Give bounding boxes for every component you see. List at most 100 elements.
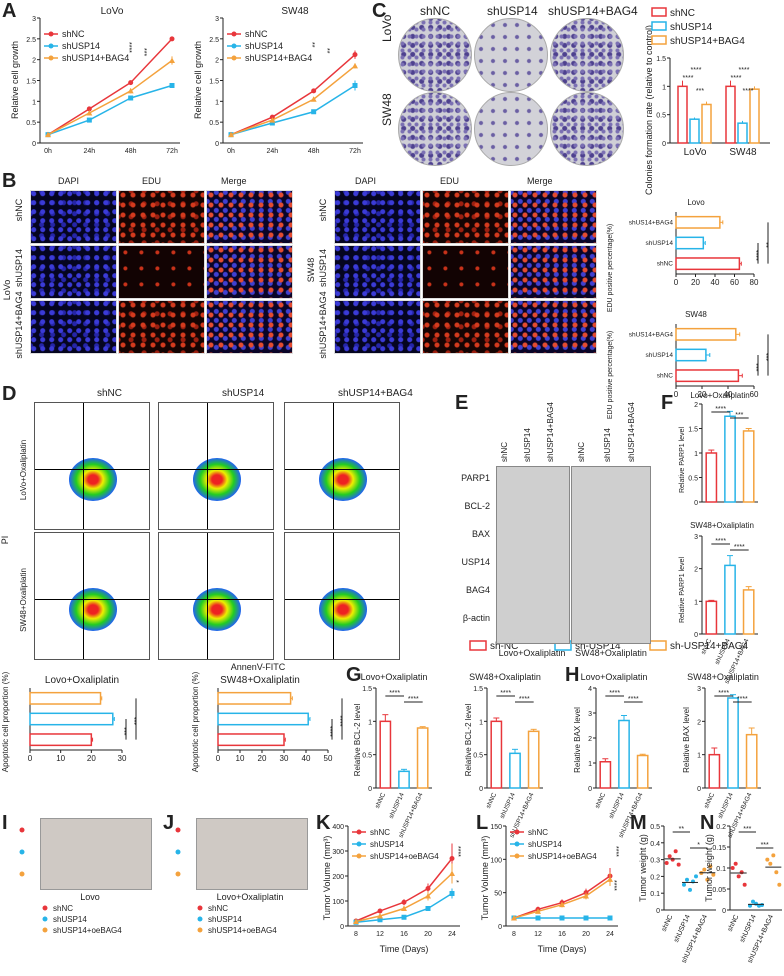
legend-marker: [48, 31, 54, 37]
chart-H2-bar: [708, 753, 721, 789]
legend-entry: shUSP14+oeBAG4: [528, 852, 597, 861]
chart-D2-sig-label: ****: [330, 726, 337, 737]
micro-dapi: [30, 245, 117, 299]
chart-K-point: [377, 908, 383, 914]
flow-x-label: AnnenV-FITC: [231, 662, 286, 672]
chart-A1-xtick-label: 48h: [125, 148, 137, 155]
chart-C-sig-label: ***: [696, 88, 704, 95]
chart-A1-series-line: [47, 59, 173, 136]
chart-A2-series-line: [230, 54, 356, 136]
blot-lane-label: shUSP14+BAG4: [627, 402, 636, 462]
chart-H2-ytick-label: 2: [697, 719, 701, 726]
chart-A2-point: [311, 88, 317, 94]
chart-N-ytick-label: 0: [722, 908, 726, 915]
blot-caption: Lovo+Oxaliplatin: [499, 648, 566, 658]
chart-M-ytick-label: 0.1: [650, 891, 660, 898]
y-axis-label: Relative PARP1 level: [679, 557, 686, 623]
blot-protein-label: BAX: [472, 529, 490, 539]
chart-K-point: [401, 899, 407, 905]
chart-D1-sig-label: ***: [124, 727, 131, 735]
colony-dish: [398, 92, 472, 166]
tumor-tray-lovo: [40, 818, 152, 890]
chart-N-point: [760, 902, 764, 907]
chart-L-point: [535, 915, 541, 921]
chart-A1-ytick-label: 0: [32, 141, 36, 148]
chart-B1-xtick-label: 60: [730, 278, 739, 287]
chart-B2-category-label: shUSP14: [646, 352, 674, 359]
chart-L-point: [583, 915, 589, 921]
chart-H1-ytick-label: 4: [588, 686, 592, 693]
sig-label: ****: [454, 846, 461, 857]
chart-title: Lovo+Oxaliplatin: [690, 391, 749, 400]
chart-F2-ytick-label: 3: [694, 534, 698, 541]
chart-B2-bar: [675, 327, 737, 341]
chart-C-bar: [677, 85, 688, 144]
chart-F2-ytick-label: 1: [694, 599, 698, 606]
blot-protein-label: BCL-2: [464, 501, 490, 511]
y-axis-label: Apoptotic cell proportion (%): [1, 671, 10, 772]
chart-M-point: [673, 849, 678, 854]
chart-F2-ytick-label: 2: [694, 567, 698, 574]
legend-marker: [231, 55, 237, 61]
colony-col-bag4: shUSP14+BAG4: [548, 4, 638, 18]
legend-entry: shUSP14+oeBAG4: [53, 926, 122, 935]
flow-row-label: SW48+Oxaliplatin: [19, 568, 28, 632]
chart-G1-sig-label: ****: [389, 690, 400, 697]
colony-row-lovo: LoVo: [380, 14, 394, 42]
edu-cell-label: SW48: [306, 258, 316, 283]
chart-K-ytick-label: 100: [332, 899, 344, 906]
chart-A1-series-line: [47, 38, 173, 136]
sig-label: **: [308, 42, 315, 48]
chart-A2-point: [311, 109, 317, 115]
chart-M-xtick-label: shUSP14: [673, 914, 692, 944]
panel-label-f: F: [661, 392, 674, 414]
chart-N-xtick-label: shNC: [727, 914, 741, 933]
chart-C-ytick-label: 1.5: [656, 56, 666, 63]
chart-H2-bar: [727, 697, 739, 789]
blot-protein-label: β-actin: [463, 613, 490, 623]
chart-B1-xtick-label: 80: [750, 278, 759, 287]
chart-B1-xtick-label: 40: [711, 278, 720, 287]
chart-N-point: [742, 882, 747, 887]
chart-A1-point: [128, 95, 134, 101]
edu-row-label: shUSP14+BAG4: [318, 291, 328, 358]
chart-H1-xtick-label: shUSP14: [608, 792, 626, 820]
chart-A2-point: [352, 83, 358, 88]
edu-col-edu-2: EDU: [440, 176, 460, 186]
chart-F1-sig-label: ***: [735, 412, 743, 419]
chart-N-ytick-label: 0.15: [712, 845, 726, 852]
chart-L-xtick-label: 16: [558, 931, 566, 938]
chart-K-xtick-label: 24: [448, 931, 456, 938]
legend-marker: [197, 927, 203, 933]
micro-merge: [206, 190, 293, 244]
legend-entry: shNC: [245, 29, 268, 39]
legend-marker: [356, 841, 362, 847]
legend-entry: sh-NC: [490, 641, 518, 652]
y-axis-label: Relative BAX level: [573, 707, 582, 773]
chart-F1-ytick-label: 0.5: [688, 476, 698, 483]
chart-F2-ytick-label: 0: [694, 632, 698, 639]
chart-A1-point: [169, 36, 175, 42]
micro-edu: [422, 245, 509, 299]
legend-marker: [197, 916, 203, 922]
chart-D2-xtick-label: 0: [216, 754, 221, 763]
legend-entry: shNC: [53, 904, 73, 913]
chart-N-xtick-label: shUSP14: [739, 914, 758, 944]
western-blot-sw48: [571, 466, 651, 644]
tumor-group-marker: [19, 849, 25, 855]
sig-label: *: [452, 880, 459, 883]
chart-H2-bar: [745, 733, 758, 789]
legend-entry: shNC: [370, 828, 390, 837]
legend-marker: [514, 841, 520, 847]
chart-B1-sig-label: **: [766, 242, 773, 248]
panel-label-m: M: [630, 812, 647, 834]
chart-C-sig-label: ****: [691, 67, 702, 74]
chart-L-point: [535, 908, 541, 914]
chart-F2-sig-label: ****: [715, 538, 726, 545]
blot-protein-label: PARP1: [461, 473, 490, 483]
chart-B2-xtick-label: 40: [724, 390, 733, 399]
legend-entry: shNC: [528, 828, 548, 837]
y-axis-label: Relative BAX level: [682, 707, 691, 773]
chart-H2-xtick-label: shUSP14: [717, 792, 735, 820]
chart-B1-bar: [675, 236, 705, 250]
